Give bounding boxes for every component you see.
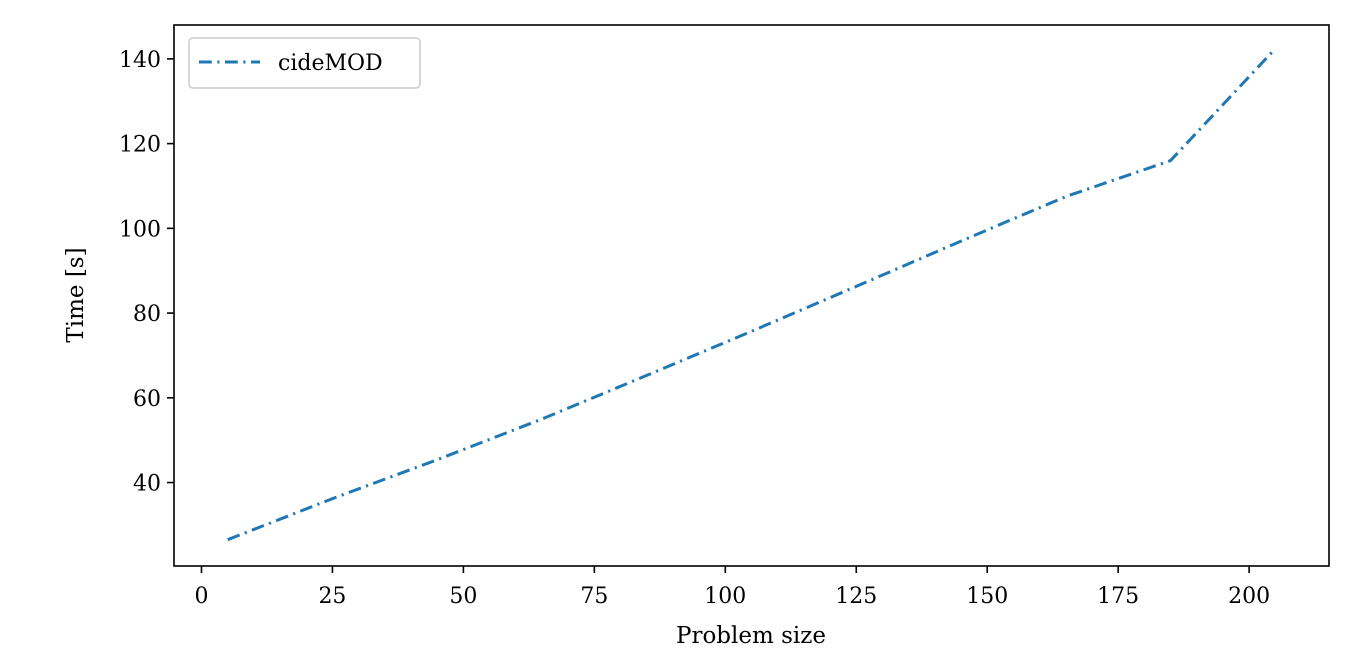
legend: cideMOD	[188, 37, 421, 89]
series-layer	[227, 47, 1277, 542]
x-axis-ticks: 0 25 50 75 100 125 150 175 200	[195, 566, 1270, 609]
x-tick-label: 100	[704, 584, 746, 609]
legend-box	[188, 37, 421, 89]
legend-label-cideMOD: cideMOD	[278, 51, 383, 76]
y-tick-label: 120	[119, 133, 161, 158]
series-line-cideMOD	[227, 47, 1277, 542]
x-tick-label: 175	[1097, 584, 1139, 609]
x-tick-label: 0	[195, 584, 209, 609]
plot-area	[173, 24, 1330, 567]
y-axis-ticks: 40 60 80 100 120 140	[119, 48, 174, 497]
x-axis-label: Problem size	[676, 623, 826, 649]
x-tick-label: 150	[966, 584, 1008, 609]
x-tick-label: 200	[1228, 584, 1270, 609]
x-tick-label: 50	[449, 584, 477, 609]
y-tick-label: 60	[133, 387, 161, 412]
y-tick-label: 100	[119, 217, 161, 242]
y-axis-label: Time [s]	[63, 247, 89, 342]
x-tick-label: 25	[318, 584, 346, 609]
x-tick-label: 125	[835, 584, 877, 609]
y-tick-label: 40	[133, 472, 161, 497]
y-tick-label: 140	[119, 48, 161, 73]
plot-border	[173, 24, 1330, 567]
y-tick-label: 80	[133, 302, 161, 327]
x-tick-label: 75	[580, 584, 608, 609]
